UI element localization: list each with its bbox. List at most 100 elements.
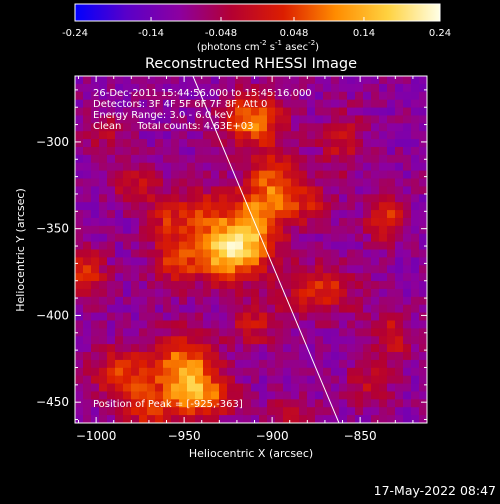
heatmap-cell <box>339 352 348 361</box>
heatmap-cell <box>395 146 404 156</box>
heatmap-cell <box>243 265 252 274</box>
heatmap-cell <box>363 320 372 329</box>
heatmap-cell <box>107 249 116 258</box>
heatmap-cell <box>355 115 364 124</box>
heatmap-cell <box>235 336 244 345</box>
heatmap-cell <box>331 257 340 266</box>
heatmap-cell <box>211 99 220 108</box>
heatmap-cell <box>139 210 148 219</box>
heatmap-cell <box>371 162 380 172</box>
heatmap-cell <box>259 273 268 282</box>
heatmap-cell <box>187 99 196 108</box>
heatmap-cell <box>195 217 204 227</box>
heatmap-cell <box>355 399 364 408</box>
heatmap-cell <box>219 115 228 124</box>
heatmap-cell <box>99 375 108 384</box>
heatmap-cell <box>99 139 108 148</box>
heatmap-cell <box>107 399 116 408</box>
heatmap-cell <box>179 265 188 274</box>
heatmap-cell <box>195 91 204 101</box>
heatmap-cell <box>115 249 124 258</box>
heatmap-cell <box>395 225 404 235</box>
heatmap-cell <box>411 265 420 274</box>
heatmap-cell <box>339 304 348 313</box>
heatmap-cell <box>283 281 292 290</box>
heatmap-cell <box>227 375 236 384</box>
heatmap-cell <box>123 296 132 306</box>
heatmap-cell <box>179 359 188 369</box>
heatmap-cell <box>283 249 292 258</box>
heatmap-cell <box>291 162 300 172</box>
heatmap-cell <box>419 359 427 369</box>
heatmap-cell <box>227 383 236 392</box>
heatmap-cell <box>235 91 244 101</box>
heatmap-cell <box>259 336 268 345</box>
heatmap-cell <box>115 131 124 140</box>
heatmap-cell <box>411 225 420 235</box>
heatmap-cell <box>123 217 132 227</box>
heatmap-cell <box>355 241 364 250</box>
heatmap-cell <box>155 99 164 108</box>
heatmap-cell <box>291 312 300 321</box>
heatmap-cell <box>267 288 276 298</box>
heatmap-cell <box>147 194 156 203</box>
heatmap-cell <box>403 415 412 423</box>
heatmap-cell <box>155 304 164 313</box>
heatmap-cell <box>275 288 284 298</box>
heatmap-cell <box>99 99 108 108</box>
heatmap-cell <box>379 233 388 243</box>
heatmap-cell <box>83 76 92 85</box>
heatmap-cell <box>347 170 356 179</box>
heatmap-cell <box>115 170 124 179</box>
heatmap-cell <box>155 123 164 132</box>
heatmap-cell <box>307 225 316 235</box>
heatmap-cell <box>267 146 276 156</box>
heatmap-cell <box>331 225 340 235</box>
heatmap-cell <box>195 162 204 172</box>
heatmap-cell <box>251 304 260 313</box>
heatmap-cell <box>179 281 188 290</box>
heatmap-cell <box>99 115 108 124</box>
heatmap-cell <box>371 383 380 392</box>
heatmap-cell <box>75 210 84 219</box>
heatmap-image <box>75 76 427 423</box>
heatmap-cell <box>123 257 132 266</box>
heatmap-cell <box>347 131 356 140</box>
heatmap-cell <box>203 296 212 306</box>
heatmap-cell <box>291 273 300 282</box>
heatmap-cell <box>171 391 180 400</box>
heatmap-cell <box>99 391 108 400</box>
heatmap-cell <box>363 107 372 116</box>
solar-limb-line <box>192 76 340 423</box>
heatmap-cell <box>267 131 276 140</box>
heatmap-cell <box>259 146 268 156</box>
heatmap-cell <box>419 257 427 266</box>
heatmap-cell <box>187 249 196 258</box>
heatmap-cell <box>243 312 252 321</box>
heatmap-cell <box>107 139 116 148</box>
heatmap-cell <box>107 391 116 400</box>
heatmap-cell <box>211 83 220 93</box>
heatmap-cell <box>219 399 228 408</box>
heatmap-cell <box>275 241 284 250</box>
heatmap-cell <box>107 336 116 345</box>
heatmap-cell <box>83 225 92 235</box>
heatmap-cell <box>339 194 348 203</box>
heatmap-cell <box>107 154 116 164</box>
heatmap-cell <box>147 391 156 400</box>
heatmap-cell <box>339 202 348 211</box>
heatmap-cell <box>299 407 308 416</box>
heatmap-cell <box>267 328 276 337</box>
heatmap-cell <box>211 170 220 179</box>
heatmap-cell <box>179 296 188 306</box>
heatmap-cell <box>219 146 228 156</box>
heatmap-cell <box>123 99 132 108</box>
heatmap-cell <box>283 123 292 132</box>
colorbar-tick-label: -0.14 <box>138 28 164 39</box>
heatmap-cell <box>347 217 356 227</box>
heatmap-cell <box>195 273 204 282</box>
heatmap-cell <box>395 83 404 93</box>
heatmap-cell <box>307 296 316 306</box>
heatmap-cell <box>107 320 116 329</box>
heatmap-cell <box>331 304 340 313</box>
